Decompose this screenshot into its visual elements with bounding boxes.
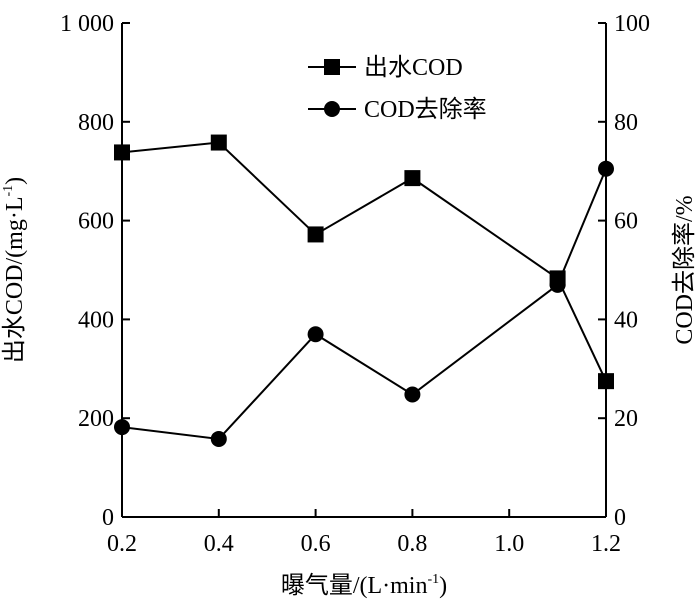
- legend-label: COD去除率: [364, 96, 487, 123]
- right-y-tick-label: 0: [614, 505, 626, 531]
- axis-titles: 曝气量/(L·min-1) 出水COD/(mg·L-1) COD去除率/%: [1, 177, 698, 599]
- series-line-2: [121, 168, 607, 441]
- left-y-tick-label: 800: [78, 110, 114, 136]
- square-marker-point: [404, 170, 421, 187]
- left-y-tick-label: 400: [78, 307, 114, 333]
- circle-marker-point: [598, 160, 614, 177]
- legend-square-marker: [324, 59, 340, 75]
- square-marker-point: [114, 144, 130, 161]
- series: [114, 134, 614, 447]
- right-y-tick-label: 40: [614, 307, 638, 333]
- legend-circle-marker: [324, 101, 340, 117]
- left-y-tick-label: 200: [78, 406, 114, 432]
- square-marker-point: [598, 373, 614, 390]
- circle-marker-point: [404, 386, 421, 403]
- x-tick-label: 0.6: [301, 531, 331, 557]
- right-y-tick-label: 80: [614, 110, 638, 136]
- right-y-tick-label: 100: [614, 11, 650, 37]
- square-marker-point: [210, 134, 227, 151]
- left-y-tick-label: 1 000: [60, 11, 114, 37]
- x-tick-label: 0.4: [204, 531, 234, 557]
- right-y-tick-label: 20: [614, 406, 638, 432]
- x-tick-label: 1.0: [494, 531, 524, 557]
- series-line-1: [121, 141, 607, 382]
- x-axis-title: 曝气量/(L·min-1): [281, 572, 447, 599]
- x-tick-label: 0.2: [107, 531, 137, 557]
- left-y-axis-title: 出水COD/(mg·L-1): [1, 177, 28, 363]
- circle-marker-point: [549, 276, 566, 293]
- circle-marker-point: [114, 419, 130, 436]
- square-marker-point: [307, 226, 324, 243]
- left-y-tick-label: 600: [78, 209, 114, 235]
- right-y-tick-label: 60: [614, 209, 638, 235]
- x-tick-label: 0.8: [397, 531, 427, 557]
- left-y-tick-label: 0: [102, 505, 114, 531]
- right-y-axis-title: COD去除率/%: [671, 195, 698, 344]
- circle-marker-point: [210, 430, 227, 447]
- legend-label: 出水COD: [364, 54, 463, 81]
- circle-marker-point: [307, 326, 324, 343]
- x-tick-label: 1.2: [591, 531, 621, 557]
- legend: 出水COD COD去除率: [308, 54, 487, 123]
